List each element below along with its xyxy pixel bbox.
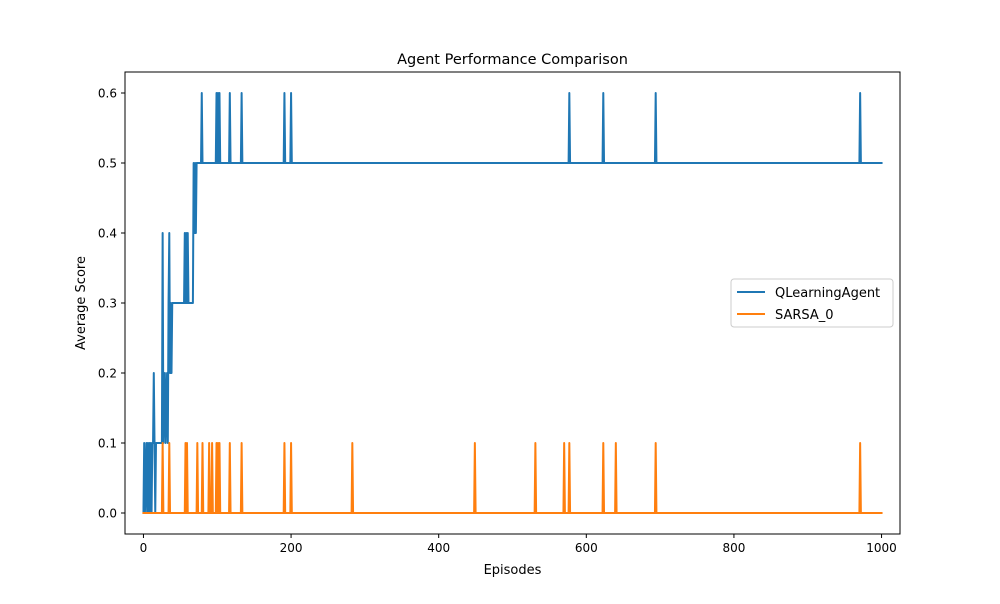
- series-line-sarsa-0: [142, 442, 883, 514]
- x-tick-label: 0: [140, 541, 148, 555]
- legend-label-sarsa-0: SARSA_0: [775, 308, 834, 323]
- y-axis-ticks: 0.0 0.1 0.2 0.3 0.4 0.5 0.6: [98, 87, 125, 521]
- chart-title: Agent Performance Comparison: [397, 52, 628, 68]
- y-axis-label: Average Score: [74, 256, 89, 350]
- legend-box: [730, 278, 894, 328]
- series-layer: [142, 92, 883, 515]
- y-tick-label: 0.5: [98, 157, 117, 171]
- x-axis-ticks: 0 200 400 600 800 1000: [140, 534, 897, 555]
- x-tick-label: 600: [575, 541, 598, 555]
- legend: QLearningAgent SARSA_0: [730, 278, 894, 328]
- y-tick-label: 0.6: [98, 87, 117, 101]
- x-tick-label: 800: [722, 541, 745, 555]
- y-tick-label: 0.1: [98, 437, 117, 451]
- x-tick-label: 1000: [866, 541, 897, 555]
- y-tick-label: 0.0: [98, 507, 117, 521]
- legend-label-qlearningagent: QLearningAgent: [775, 286, 880, 301]
- series-line-qlearningagent: [142, 92, 883, 515]
- y-tick-label: 0.2: [98, 367, 117, 381]
- y-tick-label: 0.4: [98, 227, 117, 241]
- y-tick-label: 0.3: [98, 297, 117, 311]
- x-axis-label: Episodes: [484, 563, 542, 578]
- x-tick-label: 400: [427, 541, 450, 555]
- x-tick-label: 200: [280, 541, 303, 555]
